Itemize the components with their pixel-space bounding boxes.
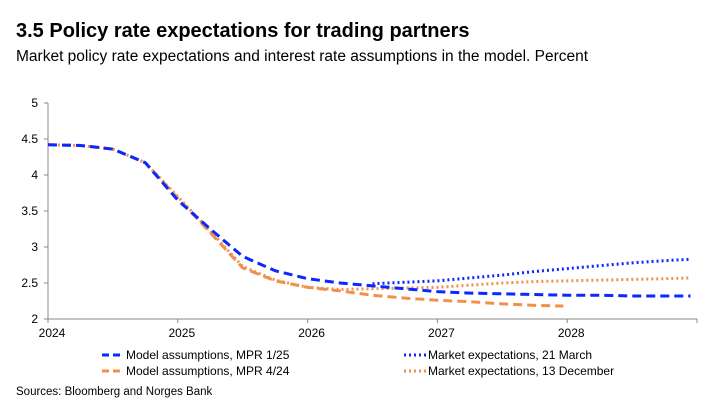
source-note: Sources: Bloomberg and Norges Bank	[16, 386, 213, 398]
y-tick-label: 4.5	[21, 132, 38, 146]
x-tick-label: 2024	[39, 326, 66, 340]
y-tick-label: 3.5	[21, 204, 38, 218]
x-tick-label: 2025	[168, 326, 195, 340]
y-tick-label: 2.5	[21, 276, 38, 290]
legend-label: Model assumptions, MPR 4/24	[126, 364, 290, 378]
legend-label: Model assumptions, MPR 1/25	[126, 348, 290, 362]
x-tick-label: 2028	[558, 326, 585, 340]
series-line	[47, 143, 564, 308]
y-tick-label: 4	[31, 168, 38, 182]
x-tick-label: 2026	[298, 326, 325, 340]
legend-label: Market expectations, 21 March	[428, 348, 592, 362]
series-line	[47, 143, 691, 298]
series-line	[47, 143, 691, 291]
x-tick-label: 2027	[428, 326, 455, 340]
y-tick-label: 5	[31, 96, 38, 110]
chart-subtitle: Market policy rate expectations and inte…	[16, 48, 589, 65]
y-tick-label: 3	[31, 240, 38, 254]
y-tick-label: 2	[31, 312, 38, 326]
chart-title: 3.5 Policy rate expectations for trading…	[16, 20, 470, 42]
series-line	[372, 257, 691, 286]
legend-label: Market expectations, 13 December	[428, 364, 614, 378]
